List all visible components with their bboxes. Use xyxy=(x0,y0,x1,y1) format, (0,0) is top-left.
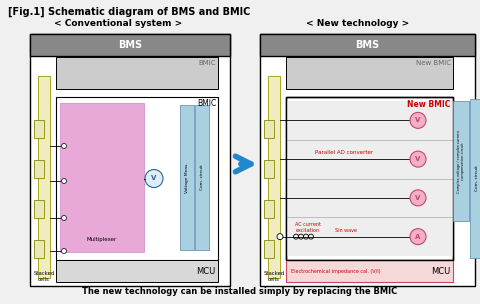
Text: BMIC: BMIC xyxy=(197,99,216,108)
Bar xyxy=(34,200,44,218)
Text: BMIC: BMIC xyxy=(199,60,216,66)
Bar xyxy=(268,76,280,278)
Text: Complex voltage / complex current
compensation circuit: Complex voltage / complex current compen… xyxy=(456,130,465,193)
Text: < New technology >: < New technology > xyxy=(306,19,409,28)
Bar xyxy=(30,34,230,286)
Text: Stacked
cells: Stacked cells xyxy=(34,271,55,282)
Bar xyxy=(260,34,475,56)
Circle shape xyxy=(410,190,426,206)
Circle shape xyxy=(410,151,426,167)
Bar xyxy=(195,105,209,250)
Bar xyxy=(453,101,469,221)
Text: Multiplexer: Multiplexer xyxy=(87,237,117,242)
FancyArrowPatch shape xyxy=(236,156,251,172)
Circle shape xyxy=(61,178,67,184)
Text: Com. circuit: Com. circuit xyxy=(475,166,479,192)
Bar xyxy=(56,260,218,282)
Bar xyxy=(286,101,453,140)
Text: Voltage Meas.: Voltage Meas. xyxy=(185,162,189,193)
Circle shape xyxy=(61,143,67,148)
Bar xyxy=(264,240,274,258)
Text: MCU: MCU xyxy=(196,267,215,275)
Bar xyxy=(264,120,274,138)
Bar xyxy=(260,34,475,286)
Text: < Conventional system >: < Conventional system > xyxy=(54,19,182,28)
Bar xyxy=(34,240,44,258)
Text: Electrochemical impedance cal. (V/I): Electrochemical impedance cal. (V/I) xyxy=(291,268,381,274)
Bar xyxy=(38,76,50,278)
Text: V: V xyxy=(415,156,420,162)
Text: Sin wave: Sin wave xyxy=(335,228,357,233)
Bar xyxy=(180,105,194,250)
Text: Com. circuit: Com. circuit xyxy=(200,164,204,190)
Bar xyxy=(34,160,44,178)
Bar xyxy=(470,99,480,258)
Text: A: A xyxy=(415,234,420,240)
Circle shape xyxy=(61,248,67,254)
Bar xyxy=(60,103,144,252)
Text: Stacked
cells: Stacked cells xyxy=(264,271,285,282)
Text: The new technology can be installed simply by replacing the BMIC: The new technology can be installed simp… xyxy=(83,287,397,296)
Bar xyxy=(286,217,453,256)
Text: BMS: BMS xyxy=(118,40,142,50)
Text: New BMIC: New BMIC xyxy=(416,60,451,66)
Circle shape xyxy=(410,112,426,128)
Text: New BMIC: New BMIC xyxy=(407,100,450,109)
Bar xyxy=(286,57,453,89)
Text: BMS: BMS xyxy=(355,40,380,50)
Bar xyxy=(286,140,453,178)
Circle shape xyxy=(61,216,67,220)
Bar xyxy=(264,160,274,178)
Bar xyxy=(286,97,453,260)
Bar xyxy=(34,120,44,138)
Text: MCU: MCU xyxy=(431,267,450,275)
Bar xyxy=(56,97,218,260)
Text: [Fig.1] Schematic diagram of BMS and BMIC: [Fig.1] Schematic diagram of BMS and BMI… xyxy=(8,7,251,17)
Circle shape xyxy=(410,229,426,245)
Circle shape xyxy=(145,170,163,188)
Circle shape xyxy=(277,234,283,240)
Text: AC current
excitation: AC current excitation xyxy=(295,222,321,233)
Bar xyxy=(264,200,274,218)
Bar xyxy=(30,34,230,56)
Bar xyxy=(286,178,453,217)
Text: V: V xyxy=(415,195,420,201)
Text: V: V xyxy=(415,117,420,123)
Bar xyxy=(286,97,453,260)
Text: V: V xyxy=(151,175,156,181)
Bar xyxy=(56,57,218,89)
Bar xyxy=(286,260,453,282)
Text: Parallel AD converter: Parallel AD converter xyxy=(315,150,373,155)
